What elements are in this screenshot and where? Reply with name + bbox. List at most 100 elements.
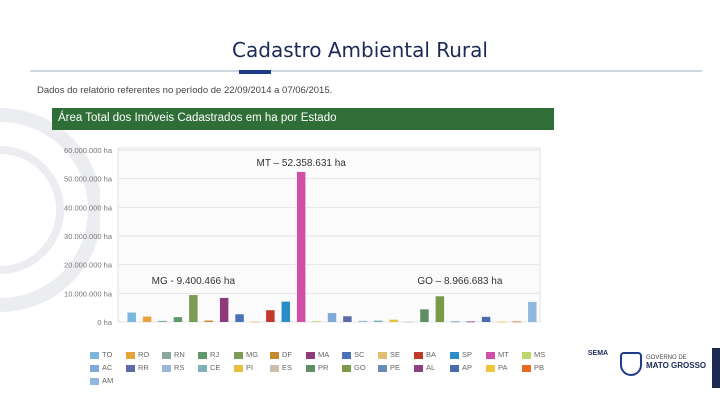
- legend-swatch: [234, 351, 243, 359]
- legend-swatch: [522, 351, 531, 359]
- y-tick-label: 30.000.000 ha: [64, 232, 113, 241]
- legend-label: AP: [462, 363, 473, 372]
- y-tick-label: 50.000.000 ha: [64, 175, 113, 184]
- legend-label: PE: [390, 363, 401, 372]
- mato-grosso-logo-text: MATO GROSSO: [646, 361, 707, 370]
- legend-label: BA: [426, 350, 437, 359]
- bar-ce: [373, 320, 383, 322]
- legend-swatch: [414, 351, 423, 359]
- bar-ap: [481, 316, 491, 322]
- legend-label: MA: [318, 350, 330, 359]
- edge-accent-bar: [712, 348, 720, 388]
- bar-sp: [281, 301, 291, 322]
- chart-header-band: Área Total dos Imóveis Cadastrados em ha…: [52, 108, 554, 130]
- legend-swatch: [306, 351, 315, 359]
- legend-label: RO: [138, 350, 150, 359]
- legend-swatch: [162, 351, 171, 359]
- bar-rn: [158, 320, 167, 322]
- bar-se: [250, 321, 260, 323]
- legend-label: RR: [138, 363, 149, 372]
- legend-swatch: [198, 364, 207, 372]
- bar-rs: [358, 320, 368, 322]
- legend-swatch: [450, 351, 459, 359]
- legend-item-pe: PE: [378, 363, 400, 372]
- legend-label: SP: [462, 350, 473, 359]
- bar-pi: [389, 319, 398, 322]
- legend-item-mg: MG: [234, 350, 258, 359]
- bar-ma: [219, 297, 229, 322]
- bar-sc: [235, 314, 244, 322]
- legend-item-ap: AP: [450, 363, 472, 372]
- legend-label: PA: [498, 363, 508, 372]
- slide-title: Cadastro Ambiental Rural: [232, 38, 488, 62]
- legend-item-go: GO: [342, 363, 366, 372]
- legend-item-ac: AC: [90, 363, 112, 372]
- legend-item-al: AL: [414, 363, 435, 372]
- bar-am: [528, 301, 537, 322]
- bar-mg: [189, 295, 198, 322]
- legend-swatch: [90, 364, 99, 372]
- annotation-go: GO – 8.966.683 ha: [417, 276, 503, 287]
- legend-label: SC: [354, 350, 365, 359]
- legend-swatch: [198, 351, 207, 359]
- legend-item-ma: MA: [306, 350, 329, 359]
- footer-logos: SEMA GOVERNO DE MATO GROSSO: [580, 350, 720, 380]
- legend-item-sp: SP: [450, 350, 472, 359]
- bar-es: [404, 321, 414, 323]
- legend-item-pb: PB: [522, 363, 544, 372]
- annotation-mt: MT – 52.358.631 ha: [257, 158, 347, 169]
- y-tick-label: 0 ha: [97, 318, 112, 327]
- legend-swatch: [270, 351, 279, 359]
- legend-label: SE: [390, 350, 401, 359]
- bar-ro: [142, 316, 152, 322]
- bar-ac: [327, 313, 337, 322]
- legend-item-rn: RN: [162, 350, 185, 359]
- legend-item-pi: PI: [234, 363, 253, 372]
- legend-item-rj: RJ: [198, 350, 219, 359]
- bar-rr: [343, 316, 352, 322]
- period-note: Dados do relatório referentes no período…: [37, 85, 333, 96]
- sema-logo: SEMA: [580, 350, 616, 380]
- legend-label: MS: [534, 350, 546, 359]
- annotation-mg: MG - 9.400.466 ha: [152, 276, 236, 287]
- legend-label: CE: [210, 363, 221, 372]
- legend-swatch: [522, 364, 531, 372]
- y-tick-label: 40.000.000 ha: [64, 203, 113, 212]
- legend-item-se: SE: [378, 350, 400, 359]
- sema-logo-text: SEMA: [587, 350, 609, 357]
- legend-item-rs: RS: [162, 363, 184, 372]
- bar-go: [435, 296, 445, 322]
- legend-swatch: [162, 364, 171, 372]
- bar-df: [204, 320, 213, 322]
- legend-label: GO: [354, 363, 366, 372]
- title-divider: [30, 70, 702, 72]
- legend-label: MT: [498, 350, 509, 359]
- legend-swatch: [126, 364, 135, 372]
- legend-swatch: [450, 364, 459, 372]
- legend-label: RJ: [210, 350, 220, 359]
- y-tick-label: 20.000.000 ha: [64, 261, 113, 270]
- legend-swatch: [270, 364, 279, 372]
- legend-item-ce: CE: [198, 363, 220, 372]
- legend-item-pa: PA: [486, 363, 507, 372]
- legend-swatch: [342, 364, 351, 372]
- legend-swatch: [414, 364, 423, 372]
- mato-grosso-logo: GOVERNO DE MATO GROSSO: [646, 354, 706, 371]
- legend-label: ES: [282, 363, 293, 372]
- bar-al: [466, 321, 475, 323]
- legend-swatch: [486, 364, 495, 372]
- bar-ms: [312, 321, 321, 322]
- legend-item-sc: SC: [342, 350, 364, 359]
- legend-label: AM: [102, 376, 114, 385]
- legend-item-ro: RO: [126, 350, 149, 359]
- bar-pa: [497, 321, 506, 323]
- mato-grosso-logo-top: GOVERNO DE: [646, 355, 687, 361]
- legend-item-ms: MS: [522, 350, 545, 359]
- legend-swatch: [306, 364, 315, 372]
- legend-item-to: TO: [90, 350, 112, 359]
- background-seal-watermark: [0, 108, 100, 312]
- legend-label: PI: [246, 363, 254, 372]
- legend-label: AL: [426, 363, 436, 372]
- legend-item-rr: RR: [126, 363, 149, 372]
